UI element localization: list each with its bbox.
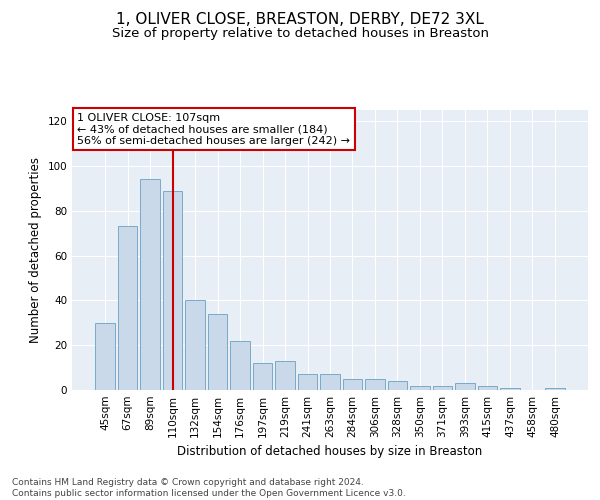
Bar <box>388 381 407 390</box>
X-axis label: Distribution of detached houses by size in Breaston: Distribution of detached houses by size … <box>178 446 482 458</box>
Bar <box>95 323 115 390</box>
Bar <box>140 180 160 390</box>
Bar <box>500 388 520 390</box>
Bar <box>320 374 340 390</box>
Bar <box>208 314 227 390</box>
Bar <box>343 379 362 390</box>
Text: 1 OLIVER CLOSE: 107sqm
← 43% of detached houses are smaller (184)
56% of semi-de: 1 OLIVER CLOSE: 107sqm ← 43% of detached… <box>77 113 350 146</box>
Bar <box>185 300 205 390</box>
Bar <box>478 386 497 390</box>
Bar <box>253 363 272 390</box>
Bar <box>118 226 137 390</box>
Bar <box>410 386 430 390</box>
Bar <box>298 374 317 390</box>
Bar <box>230 340 250 390</box>
Bar <box>455 384 475 390</box>
Bar <box>163 190 182 390</box>
Text: Contains HM Land Registry data © Crown copyright and database right 2024.
Contai: Contains HM Land Registry data © Crown c… <box>12 478 406 498</box>
Y-axis label: Number of detached properties: Number of detached properties <box>29 157 42 343</box>
Bar <box>365 379 385 390</box>
Text: Size of property relative to detached houses in Breaston: Size of property relative to detached ho… <box>112 28 488 40</box>
Bar <box>545 388 565 390</box>
Bar <box>433 386 452 390</box>
Bar <box>275 361 295 390</box>
Text: 1, OLIVER CLOSE, BREASTON, DERBY, DE72 3XL: 1, OLIVER CLOSE, BREASTON, DERBY, DE72 3… <box>116 12 484 28</box>
